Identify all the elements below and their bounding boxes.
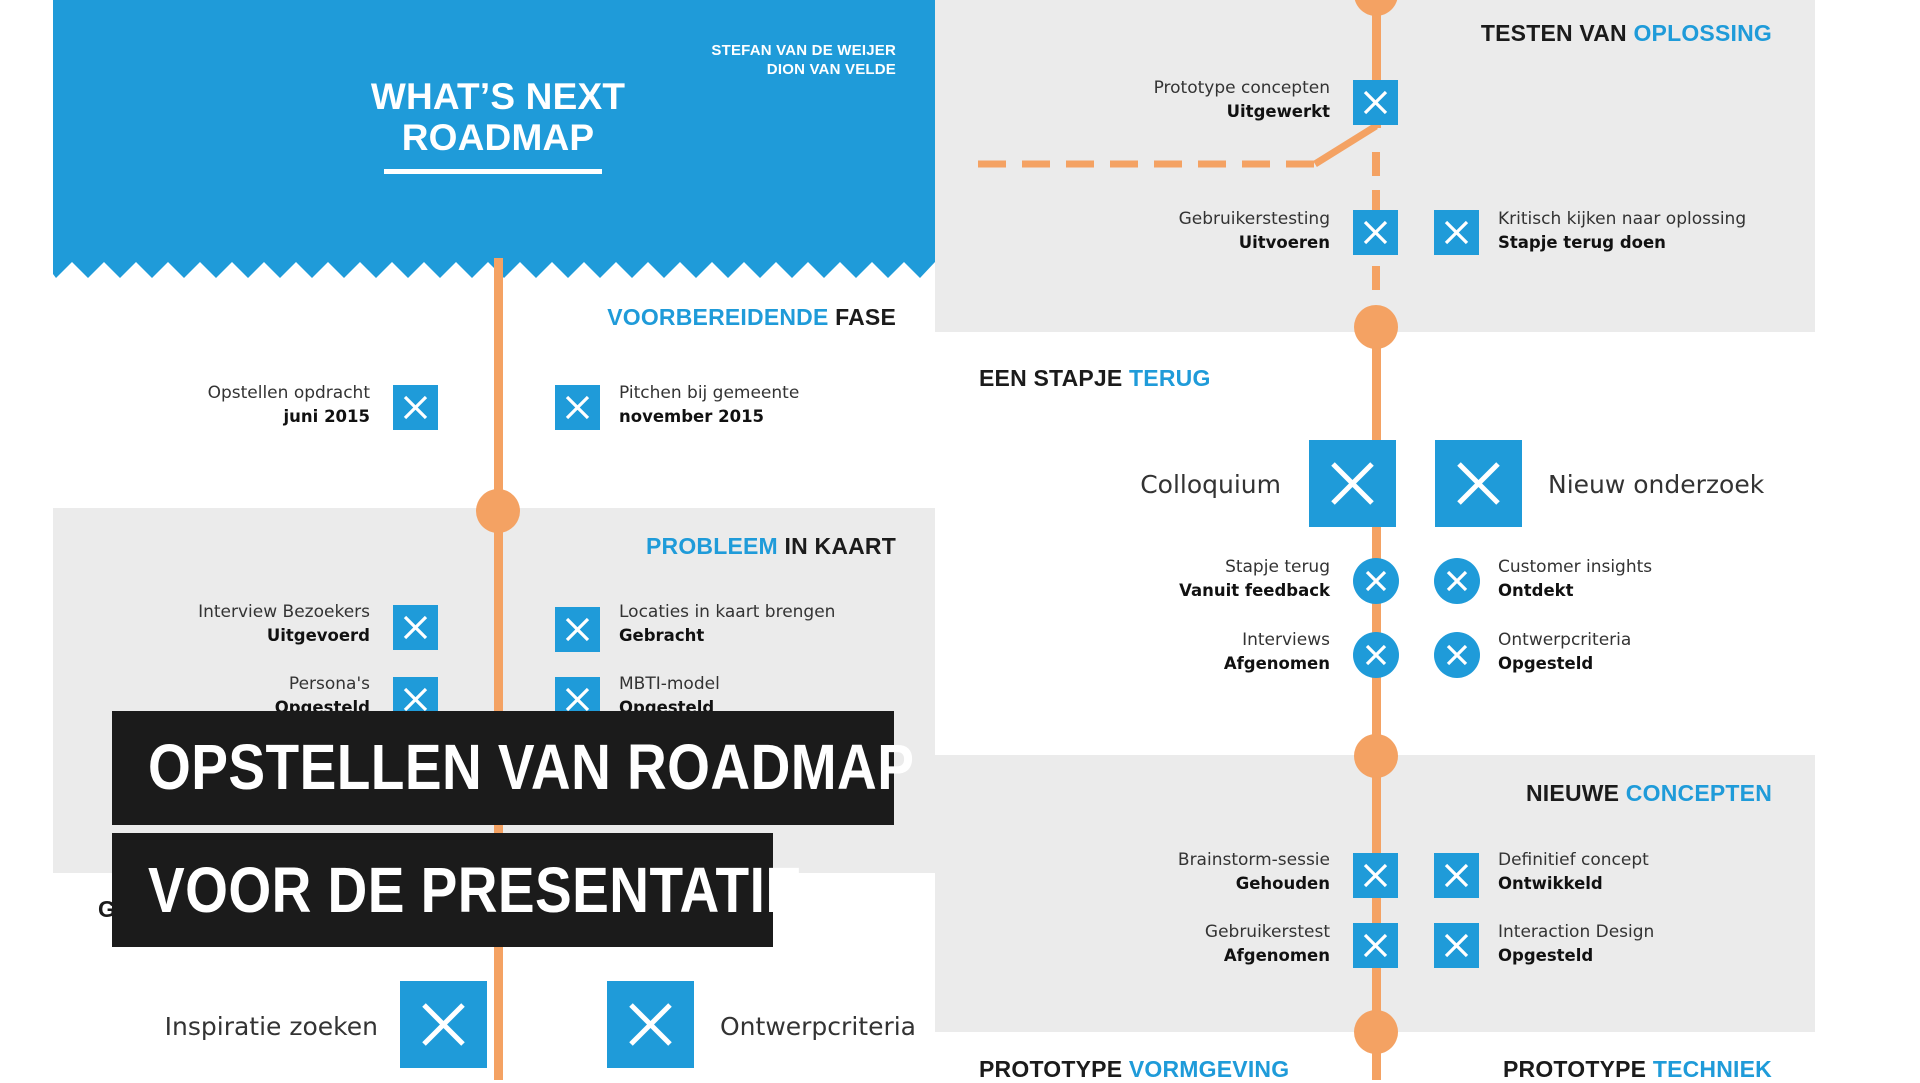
item-interaction-design: Interaction Design Opgesteld	[1498, 922, 1655, 965]
section-title-probleem: PROBLEEM IN KAART	[645, 533, 896, 559]
cross-mark-icon	[555, 607, 600, 652]
caption-line-1: OPSTELLEN VAN ROADMAP	[148, 731, 915, 803]
section-title-voorbereidende: VOORBEREIDENDE FASE	[607, 304, 896, 330]
cross-mark-icon	[393, 605, 438, 650]
item-opstellen-opdracht: Opstellen opdracht juni 2015	[207, 383, 370, 426]
cross-mark-icon	[1434, 923, 1479, 968]
section-title-prototype-vormgeving: PROTOTYPE VORMGEVING	[979, 1056, 1290, 1082]
header-title-line2: ROADMAP	[401, 117, 595, 158]
item-interview-bezoekers: Interview Bezoekers Uitgevoerd	[198, 602, 370, 645]
cross-mark-icon	[1435, 440, 1522, 527]
timeline-branch	[978, 123, 1380, 300]
item-interviews: Interviews Afgenomen	[1223, 630, 1330, 673]
timeline-node	[1354, 1010, 1398, 1054]
item-ontwerpcriteria: Ontwerpcriteria Opgesteld	[1498, 630, 1632, 673]
timeline-node	[1354, 305, 1398, 349]
timeline-node	[1354, 0, 1398, 16]
cross-mark-icon	[393, 385, 438, 430]
timeline-line-right	[1372, 0, 1381, 128]
cross-mark-icon	[1353, 210, 1398, 255]
item-gebruikerstest: Gebruikerstest Afgenomen	[1204, 922, 1330, 965]
item-locaties: Locaties in kaart brengen Gebracht	[619, 602, 836, 645]
header-title-line1: WHAT’S NEXT	[370, 76, 626, 117]
cross-mark-icon	[1353, 632, 1399, 678]
big-item-inspiratie: Inspiratie zoeken	[164, 1012, 378, 1041]
cross-mark-icon	[1434, 853, 1479, 898]
timeline-line-right-2	[1372, 322, 1381, 1080]
big-item-nieuw-onderzoek: Nieuw onderzoek	[1548, 470, 1765, 499]
timeline-node	[476, 489, 520, 533]
item-stapje-terug: Stapje terug Vanuit feedback	[1179, 557, 1330, 600]
cross-mark-icon	[1434, 210, 1479, 255]
cross-mark-icon	[1353, 923, 1398, 968]
right-panel: TESTEN VAN OPLOSSING Prototype concepten…	[935, 0, 1815, 1082]
header-banner	[53, 0, 935, 258]
header-underline	[384, 169, 602, 174]
timeline-node	[1354, 734, 1398, 778]
cross-mark-icon	[555, 385, 600, 430]
cross-mark-icon	[1353, 80, 1398, 125]
item-prototype-concepten: Prototype concepten Uitgewerkt	[1153, 78, 1330, 121]
cross-mark-icon	[1434, 632, 1480, 678]
author-2: DION VAN VELDE	[766, 61, 896, 78]
item-pitchen: Pitchen bij gemeente november 2015	[619, 383, 800, 426]
cross-mark-icon	[1309, 440, 1396, 527]
item-brainstorm: Brainstorm-sessie Gehouden	[1177, 850, 1330, 893]
author-1: STEFAN VAN DE WEIJER	[711, 42, 896, 59]
item-gebruikerstesting: Gebruikerstesting Uitvoeren	[1178, 209, 1330, 252]
cross-mark-icon	[1434, 558, 1480, 604]
big-item-colloquium: Colloquium	[1140, 470, 1281, 499]
item-customer-insights: Customer insights Ontdekt	[1498, 557, 1653, 600]
section-title-stapje-terug: EEN STAPJE TERUG	[979, 365, 1211, 391]
cross-mark-icon	[607, 981, 694, 1068]
timeline-line-right-3	[1372, 755, 1381, 1080]
cross-mark-icon	[1353, 558, 1399, 604]
section-title-testen: TESTEN VAN OPLOSSING	[1480, 20, 1772, 46]
section-title-prototype-techniek: PROTOTYPE TECHNIEK	[1502, 1056, 1772, 1082]
item-definitief-concept: Definitief concept Ontwikkeld	[1498, 850, 1649, 893]
cross-mark-icon	[400, 981, 487, 1068]
section-title-nieuwe-concepten: NIEUWE CONCEPTEN	[1526, 780, 1772, 806]
caption-bar-1	[112, 711, 894, 825]
caption-bar-2	[112, 833, 773, 947]
cross-mark-icon	[1353, 853, 1398, 898]
caption-line-2: VOOR DE PRESENTATIE	[148, 854, 803, 926]
big-item-ontwerpcriteria: Ontwerpcriteria	[720, 1012, 916, 1041]
item-kritisch-kijken: Kritisch kijken naar oplossing Stapje ter…	[1498, 209, 1747, 252]
